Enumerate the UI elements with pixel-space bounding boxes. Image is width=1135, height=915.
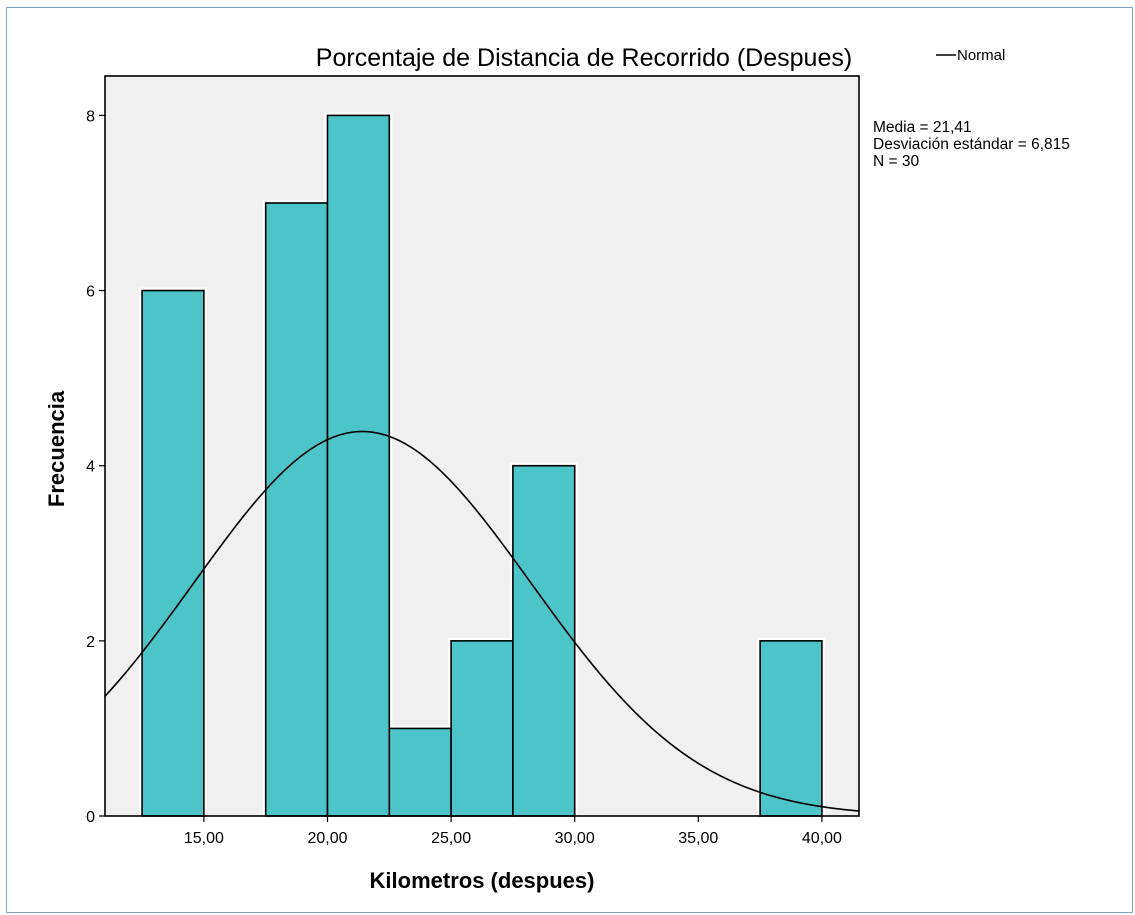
chart-title: Porcentaje de Distancia de Recorrido (De… xyxy=(316,44,852,72)
x-tick-label: 35,00 xyxy=(678,830,718,847)
legend-label: Normal xyxy=(957,47,1005,64)
stat-n: N = 30 xyxy=(873,153,919,170)
legend: Normal xyxy=(936,47,1005,64)
histogram-bar xyxy=(326,114,391,817)
bars-layer xyxy=(139,112,825,817)
x-axis-title: Kilometros (despues) xyxy=(370,868,595,893)
histogram-bar xyxy=(388,727,452,817)
x-tick-label: 40,00 xyxy=(802,830,842,847)
histogram-bar xyxy=(450,640,514,817)
stat-std-dev: Desviación estándar = 6,815 xyxy=(873,136,1070,153)
x-tick-label: 20,00 xyxy=(307,830,347,847)
x-tick-label: 25,00 xyxy=(431,830,471,847)
normal-curve xyxy=(104,430,860,812)
x-tick-label: 30,00 xyxy=(555,830,595,847)
stat-mean: Media = 21,41 xyxy=(873,119,972,136)
histogram-bar xyxy=(512,464,576,817)
histogram-bar xyxy=(759,640,823,817)
histogram-bar xyxy=(264,202,329,817)
chart-frame: 15,00 20,00 25,00 30,00 35,00 40,00 0 2 4 6 8 Porc… xyxy=(6,7,1133,913)
plot-border xyxy=(104,75,860,817)
y-tick-label: 4 xyxy=(86,459,95,476)
histogram-chart: 15,00 20,00 25,00 30,00 35,00 40,00 0 2 4 6 8 Porc… xyxy=(44,44,1070,893)
y-axis-title: Frecuencia xyxy=(44,390,69,507)
axes-layer: 15,00 20,00 25,00 30,00 35,00 40,00 0 2 4 6 8 xyxy=(86,75,860,847)
y-tick-label: 8 xyxy=(86,108,95,125)
y-tick-label: 2 xyxy=(86,634,95,651)
histogram-bar xyxy=(141,289,205,817)
stats-block: Media = 21,41 Desviación estándar = 6,81… xyxy=(873,119,1070,170)
y-tick-label: 6 xyxy=(86,284,95,301)
x-tick-label: 15,00 xyxy=(184,830,224,847)
y-tick-label: 0 xyxy=(86,809,95,826)
